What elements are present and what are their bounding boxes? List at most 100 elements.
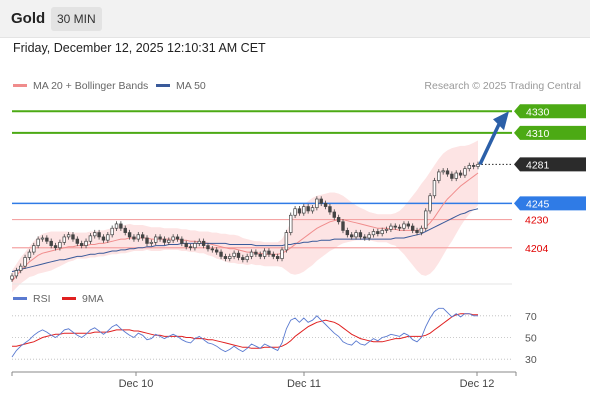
candle: [149, 239, 154, 247]
candle-body: [193, 243, 197, 249]
rsi-line: [11, 307, 478, 358]
candle: [58, 239, 62, 251]
candle-body: [323, 202, 328, 207]
candle-body: [293, 208, 297, 216]
candle-body: [380, 230, 384, 235]
candle: [184, 240, 188, 250]
price-tag-4281: 4281: [514, 157, 586, 172]
candle: [188, 243, 193, 251]
candle-body: [140, 234, 145, 239]
candle: [367, 232, 371, 241]
candle-body: [332, 211, 336, 218]
candle: [284, 229, 289, 253]
candle: [275, 253, 280, 262]
candle-body: [271, 253, 276, 257]
candle-body: [66, 234, 71, 238]
candle: [93, 229, 97, 239]
price-tag-text: 4281: [526, 159, 550, 171]
candle-body: [180, 238, 184, 244]
rsi-label: RSI: [33, 293, 51, 305]
ma50-line: [11, 208, 479, 273]
candle: [271, 251, 276, 260]
instrument-title: Gold: [11, 10, 46, 27]
candle: [206, 242, 210, 252]
candle-body: [393, 225, 397, 228]
candle-body: [245, 256, 249, 261]
candle-body: [171, 236, 175, 241]
legend-rsi: RSI: [13, 293, 51, 305]
candle-body: [201, 240, 206, 246]
candle-body: [232, 252, 236, 257]
candle-body: [428, 195, 432, 212]
legend-9ma: 9MA: [62, 293, 104, 305]
candle-body: [127, 232, 132, 238]
candle: [223, 253, 228, 262]
candle: [88, 233, 93, 244]
candle-body: [262, 250, 267, 257]
candle: [219, 249, 223, 260]
candle-body: [53, 245, 58, 249]
candle: [75, 236, 80, 247]
candle-body: [162, 238, 167, 243]
candle: [458, 170, 463, 178]
candle-body: [467, 165, 471, 170]
candle-body: [376, 231, 380, 235]
candle-body: [363, 236, 367, 239]
candle-body: [149, 241, 154, 244]
candle: [432, 177, 437, 199]
candle-body: [284, 232, 289, 251]
candle: [350, 232, 354, 240]
candle: [384, 226, 389, 234]
candle-body: [367, 234, 371, 239]
timeframe-button[interactable]: 30 MIN: [51, 7, 102, 31]
candle-body: [410, 225, 415, 231]
chart-header: Gold 30 MIN: [0, 0, 590, 38]
candle-body: [119, 223, 123, 229]
candle: [97, 229, 101, 240]
candle: [419, 225, 424, 236]
candle-body: [123, 227, 127, 233]
candle: [214, 247, 219, 255]
candle-body: [49, 240, 53, 246]
price-tag-bg: [514, 125, 586, 140]
candle-body: [345, 230, 350, 236]
candle: [437, 169, 441, 184]
candle-body: [384, 228, 389, 231]
candle: [123, 225, 127, 236]
candle: [10, 273, 14, 282]
candle: [249, 249, 254, 260]
candle: [380, 227, 384, 237]
candle-body: [315, 198, 319, 209]
candle-body: [328, 206, 332, 213]
candle-body: [319, 198, 323, 204]
candle-body: [297, 208, 302, 214]
candle: [376, 228, 380, 237]
forecast-arrow-shaft: [478, 123, 501, 166]
rsi-tick-70: 70: [525, 311, 537, 323]
candle: [197, 238, 201, 247]
candle: [201, 238, 206, 249]
candle-body: [371, 231, 376, 236]
candle-body: [158, 236, 162, 240]
candle-body: [241, 257, 245, 261]
candle: [454, 170, 458, 182]
candle-body: [406, 223, 411, 227]
candle-body: [62, 236, 66, 243]
candle: [158, 234, 162, 242]
candle-body: [389, 225, 393, 230]
x-tick-label: Dec 11: [287, 378, 321, 390]
candle-body: [19, 265, 23, 271]
candle-body: [79, 243, 84, 246]
candle: [297, 206, 302, 216]
candle: [27, 249, 32, 261]
candle: [53, 242, 58, 251]
candle-body: [310, 207, 315, 212]
candle-body: [441, 170, 445, 173]
bollinger-band: [12, 140, 478, 293]
candle: [232, 250, 236, 260]
candle: [336, 214, 341, 225]
candle-body: [154, 236, 158, 243]
candle-body: [267, 250, 271, 255]
candle-body: [280, 249, 284, 259]
ma20-swatch: [13, 83, 27, 87]
